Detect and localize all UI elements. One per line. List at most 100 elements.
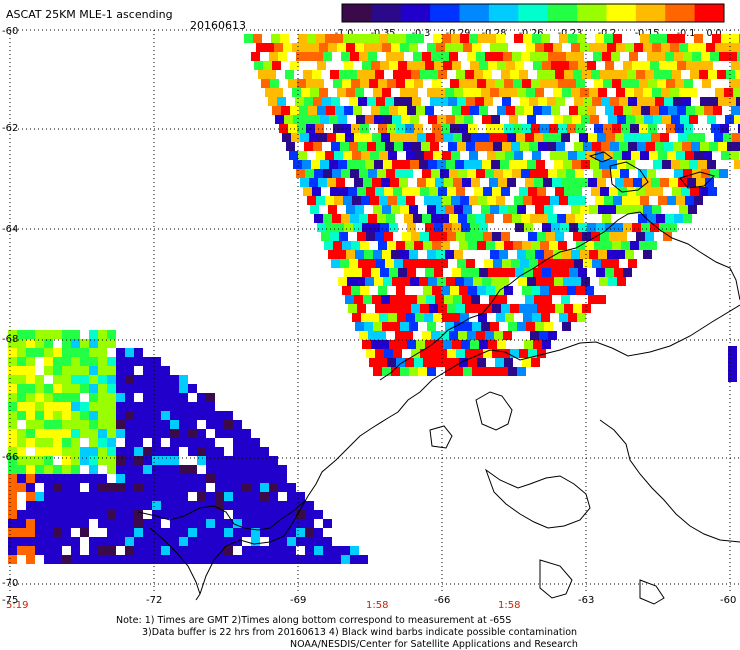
data-cell (394, 97, 403, 106)
data-cell (507, 178, 516, 187)
data-cell (736, 97, 740, 106)
data-cell (312, 70, 321, 79)
data-cell (508, 367, 517, 376)
data-cell (411, 304, 420, 313)
data-cell (35, 447, 44, 456)
data-cell (379, 196, 388, 205)
data-cell (684, 124, 693, 133)
data-cell (677, 106, 686, 115)
data-cell (546, 232, 555, 241)
data-cell (17, 384, 26, 393)
data-cell (143, 420, 152, 429)
data-cell (563, 160, 572, 169)
data-cell (116, 501, 125, 510)
data-cell (396, 79, 405, 88)
data-cell (624, 178, 633, 187)
data-cell (461, 268, 470, 277)
data-cell (309, 133, 318, 142)
data-cell (467, 331, 476, 340)
data-cell (736, 142, 740, 151)
data-cell (628, 97, 637, 106)
data-cell (715, 43, 724, 52)
data-cell (505, 151, 514, 160)
data-cell (488, 268, 497, 277)
data-cell (330, 187, 339, 196)
data-cell (98, 402, 107, 411)
data-cell (62, 393, 71, 402)
data-cell (17, 438, 26, 447)
data-cell (366, 187, 375, 196)
data-cell (349, 142, 358, 151)
data-cell (206, 528, 215, 537)
data-cell (614, 268, 623, 277)
data-cell (107, 546, 116, 555)
data-cell (242, 555, 251, 564)
data-cell (406, 34, 415, 43)
data-cell (17, 348, 26, 357)
data-cell (475, 142, 484, 151)
data-cell (302, 115, 311, 124)
data-cell (269, 483, 278, 492)
data-cell (571, 43, 580, 52)
data-cell (720, 124, 729, 133)
data-cell (179, 528, 188, 537)
data-cell (671, 160, 680, 169)
data-cell (53, 510, 62, 519)
data-cell (528, 304, 537, 313)
data-cell (675, 79, 684, 88)
data-cell (89, 483, 98, 492)
data-cell (621, 241, 630, 250)
data-cell (608, 115, 617, 124)
data-cell (461, 223, 470, 232)
data-cell (533, 106, 542, 115)
data-cell (410, 160, 419, 169)
data-cell (676, 34, 685, 43)
data-cell (17, 429, 26, 438)
data-cell (606, 133, 615, 142)
data-cell (233, 465, 242, 474)
data-cell (98, 375, 107, 384)
data-cell (678, 178, 687, 187)
data-cell (299, 106, 308, 115)
colorbar-tick-label: -0.1 (676, 28, 696, 39)
data-cell (355, 322, 364, 331)
data-cell (513, 241, 522, 250)
data-cell (387, 241, 396, 250)
data-cell (188, 510, 197, 519)
data-cell (143, 456, 152, 465)
data-cell (35, 537, 44, 546)
data-cell (152, 465, 161, 474)
data-cell (728, 373, 737, 382)
data-cell (285, 70, 294, 79)
data-cell (8, 375, 17, 384)
data-cell (134, 501, 143, 510)
data-cell (327, 178, 336, 187)
data-cell (269, 501, 278, 510)
data-cell (352, 313, 361, 322)
data-cell (143, 402, 152, 411)
data-cell (554, 160, 563, 169)
data-cell (116, 465, 125, 474)
data-cell (608, 160, 617, 169)
data-cell (44, 474, 53, 483)
data-cell (53, 474, 62, 483)
data-cell (446, 160, 455, 169)
data-cell (721, 151, 730, 160)
data-cell (206, 555, 215, 564)
data-cell (197, 429, 206, 438)
data-cell (449, 52, 458, 61)
data-cell (506, 61, 515, 70)
data-cell (323, 52, 332, 61)
data-cell (535, 205, 544, 214)
data-cell (362, 223, 371, 232)
data-cell (319, 88, 328, 97)
data-cell (492, 232, 501, 241)
data-cell (490, 43, 499, 52)
data-cell (494, 52, 503, 61)
data-cell (520, 259, 529, 268)
data-cell (502, 142, 511, 151)
data-cell (71, 375, 80, 384)
data-cell (460, 196, 469, 205)
data-cell (179, 474, 188, 483)
data-cell (595, 34, 604, 43)
